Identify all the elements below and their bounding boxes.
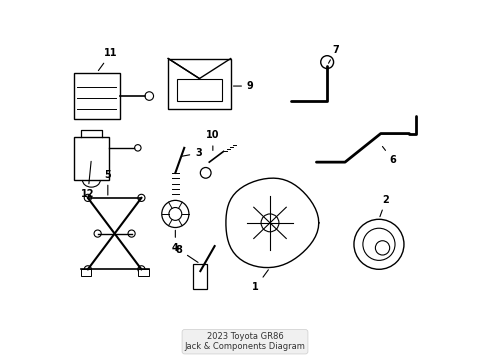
Circle shape xyxy=(354,219,404,269)
Bar xyxy=(81,269,92,276)
Text: 8: 8 xyxy=(175,245,198,262)
Circle shape xyxy=(135,145,141,151)
Bar xyxy=(177,79,222,102)
Circle shape xyxy=(128,230,135,237)
Circle shape xyxy=(138,266,145,273)
Text: 10: 10 xyxy=(206,130,220,150)
Bar xyxy=(74,137,109,180)
Circle shape xyxy=(84,194,92,202)
Circle shape xyxy=(94,230,101,237)
Text: 5: 5 xyxy=(104,170,111,195)
Circle shape xyxy=(363,228,395,260)
Bar xyxy=(193,264,207,289)
Circle shape xyxy=(200,167,211,178)
Text: 2023 Toyota GR86
Jack & Components Diagram: 2023 Toyota GR86 Jack & Components Diagr… xyxy=(185,332,305,351)
Text: 2: 2 xyxy=(380,195,390,217)
Bar xyxy=(168,59,231,109)
Text: 4: 4 xyxy=(172,230,179,253)
Text: 9: 9 xyxy=(234,81,254,91)
Circle shape xyxy=(321,56,334,68)
Bar xyxy=(138,269,148,276)
Text: 6: 6 xyxy=(383,147,396,165)
Text: 12: 12 xyxy=(81,161,95,199)
Bar xyxy=(74,73,120,119)
Circle shape xyxy=(84,266,92,273)
Text: 11: 11 xyxy=(98,48,118,71)
Text: 3: 3 xyxy=(182,148,202,158)
Circle shape xyxy=(145,92,153,100)
Text: 7: 7 xyxy=(328,45,340,63)
Circle shape xyxy=(138,194,145,202)
Text: 1: 1 xyxy=(252,270,269,292)
Circle shape xyxy=(162,201,189,228)
Circle shape xyxy=(261,214,279,232)
Circle shape xyxy=(375,241,390,255)
Circle shape xyxy=(169,207,182,220)
